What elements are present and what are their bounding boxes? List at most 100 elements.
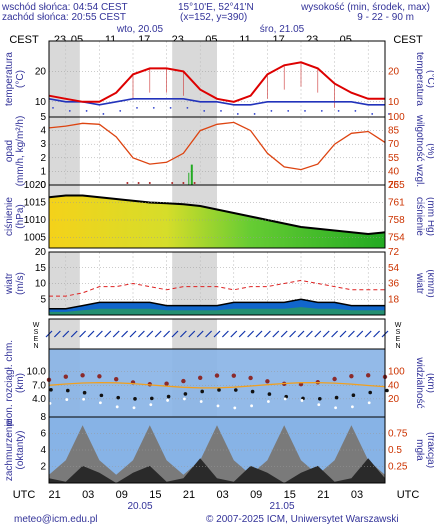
- ylabel-right: wilgotność wzgl.: [414, 114, 425, 187]
- elevation-label: wysokość (min, środek, max): [301, 2, 430, 13]
- y-tick-right: 18: [388, 294, 400, 305]
- night-band: [49, 319, 80, 349]
- wind-gust-line: [49, 279, 385, 297]
- wind-direction-arrow: [339, 330, 347, 338]
- y-tick-left: 2: [40, 153, 46, 164]
- y-tick-left: 10: [35, 279, 47, 290]
- visibility-dot: [283, 397, 287, 401]
- cloud-base-dot: [250, 389, 255, 394]
- footer-email[interactable]: meteo@icm.edu.pl: [14, 514, 98, 525]
- visibility-line: [48, 381, 386, 389]
- y-tick-right: 55: [388, 153, 400, 164]
- y-tick-left: 8: [40, 412, 46, 423]
- panel-visibility: [46, 348, 389, 418]
- location-text: 15°10'E, 52°41'N: [178, 2, 254, 13]
- ylabel-left: ciśnienie: [4, 197, 15, 236]
- pressure-line: [48, 194, 386, 236]
- direction-letter-left: E: [34, 336, 39, 343]
- dew-point-dot: [169, 106, 172, 109]
- bottom-hour-tick: 03: [216, 489, 228, 501]
- y-tick-right: 765: [388, 180, 405, 191]
- cloud-top-dot: [366, 373, 371, 378]
- cloud-base-dot: [49, 388, 53, 392]
- wind-direction-arrow: [171, 330, 179, 338]
- grid-text: (x=152, y=390): [180, 12, 248, 23]
- precip-dot: [193, 182, 196, 184]
- cloud-base-dot: [318, 396, 322, 401]
- y-tick-left: 5: [40, 294, 46, 305]
- cloud-top-dot: [181, 378, 186, 384]
- top-hour-tick: 11: [239, 34, 250, 46]
- ylabel-right: widzialność: [414, 356, 425, 408]
- top-hour-tick: 11: [105, 34, 116, 46]
- wind-direction-arrow: [289, 330, 297, 338]
- dew-point-dot: [287, 110, 290, 112]
- wind-direction-arrow: [347, 330, 355, 338]
- wind-direction-arrow: [62, 330, 70, 338]
- dew-point-dot: [236, 113, 239, 115]
- bottom-hour-tick: 21: [317, 489, 329, 501]
- bottom-hour-tick: 03: [351, 489, 363, 501]
- top-day-label-2: śro, 21.05: [260, 24, 305, 35]
- cloud-base-dot: [234, 388, 238, 392]
- ylabel-right: mgła: [414, 439, 425, 461]
- y-tick-right: 72: [388, 247, 400, 258]
- y-tick-right: 40: [388, 166, 400, 177]
- dew-point-dot: [152, 106, 155, 109]
- visibility-dot: [183, 397, 186, 401]
- ylabel-right-unit: (%): [425, 143, 434, 159]
- cloud-base-dot: [116, 395, 120, 400]
- y-tick-right: 85: [388, 126, 400, 137]
- cloud-top-dot: [63, 374, 68, 379]
- bottom-hour-tick: 21: [183, 489, 195, 501]
- y-tick-left: 1: [40, 166, 46, 177]
- ylabel-right-unit: (°C): [425, 70, 434, 88]
- dew-point-dot: [253, 113, 256, 115]
- y-tick-left: 6: [40, 429, 46, 440]
- cloud-base-dot: [267, 392, 272, 396]
- dew-point-dot: [371, 113, 374, 115]
- cloud-top-dot: [265, 379, 270, 384]
- wind-direction-arrow: [221, 330, 229, 338]
- wind-direction-arrow: [146, 330, 154, 338]
- ylabel-left: zachmurzenie: [4, 418, 15, 481]
- visibility-dot: [199, 400, 203, 403]
- visibility-dot: [216, 404, 220, 408]
- footer-copyright: © 2007-2025 ICM, Uniwersytet Warszawski: [206, 514, 399, 525]
- night-band: [49, 117, 80, 185]
- direction-letter-right: N: [395, 343, 400, 350]
- cloud-top-dot: [349, 373, 354, 379]
- ylabel-left-unit: (m/s): [15, 272, 26, 295]
- cloud-base-dot: [217, 388, 221, 392]
- cloud-base-dot: [82, 390, 87, 395]
- dew-point-dot: [354, 110, 357, 112]
- dew-point-dot: [102, 113, 105, 115]
- ylabel-left: wiatr: [4, 272, 15, 295]
- direction-letter-right: W: [395, 322, 402, 329]
- ylabel-left: pion. rozciągł. chm.: [4, 340, 15, 426]
- direction-letter-right: S: [396, 329, 401, 336]
- wind-direction-arrow: [331, 330, 339, 338]
- ylabel-right-unit: (km/h): [425, 269, 434, 297]
- cloud-top-dot: [248, 375, 253, 381]
- bottom-hour-tick: 21: [48, 489, 60, 501]
- y-tick-right: 100: [388, 367, 405, 378]
- y-tick-left: 20: [35, 66, 47, 77]
- cloud-top-dot: [231, 373, 236, 378]
- y-tick-left: 4: [40, 445, 46, 456]
- pressure-area: [49, 195, 385, 248]
- precip-dot: [182, 182, 185, 184]
- ylabel-right-unit: (mm Hg): [425, 197, 434, 236]
- wind-direction-arrow: [53, 330, 61, 338]
- ylabel-right-unit: (frakcja): [425, 432, 434, 468]
- visibility-dot: [149, 403, 153, 407]
- cloud-top-dot: [97, 374, 102, 379]
- precip-dot: [137, 182, 140, 184]
- ylabel-right-unit: (km): [425, 373, 434, 393]
- cloud-base-dot: [150, 396, 154, 401]
- top-timezone-label: CEST: [9, 34, 39, 46]
- cloud-base-dot: [66, 388, 70, 393]
- y-tick-right: 0.25: [388, 462, 408, 473]
- wind-direction-arrow: [196, 330, 204, 338]
- top-timezone-label-right: CEST: [393, 34, 423, 46]
